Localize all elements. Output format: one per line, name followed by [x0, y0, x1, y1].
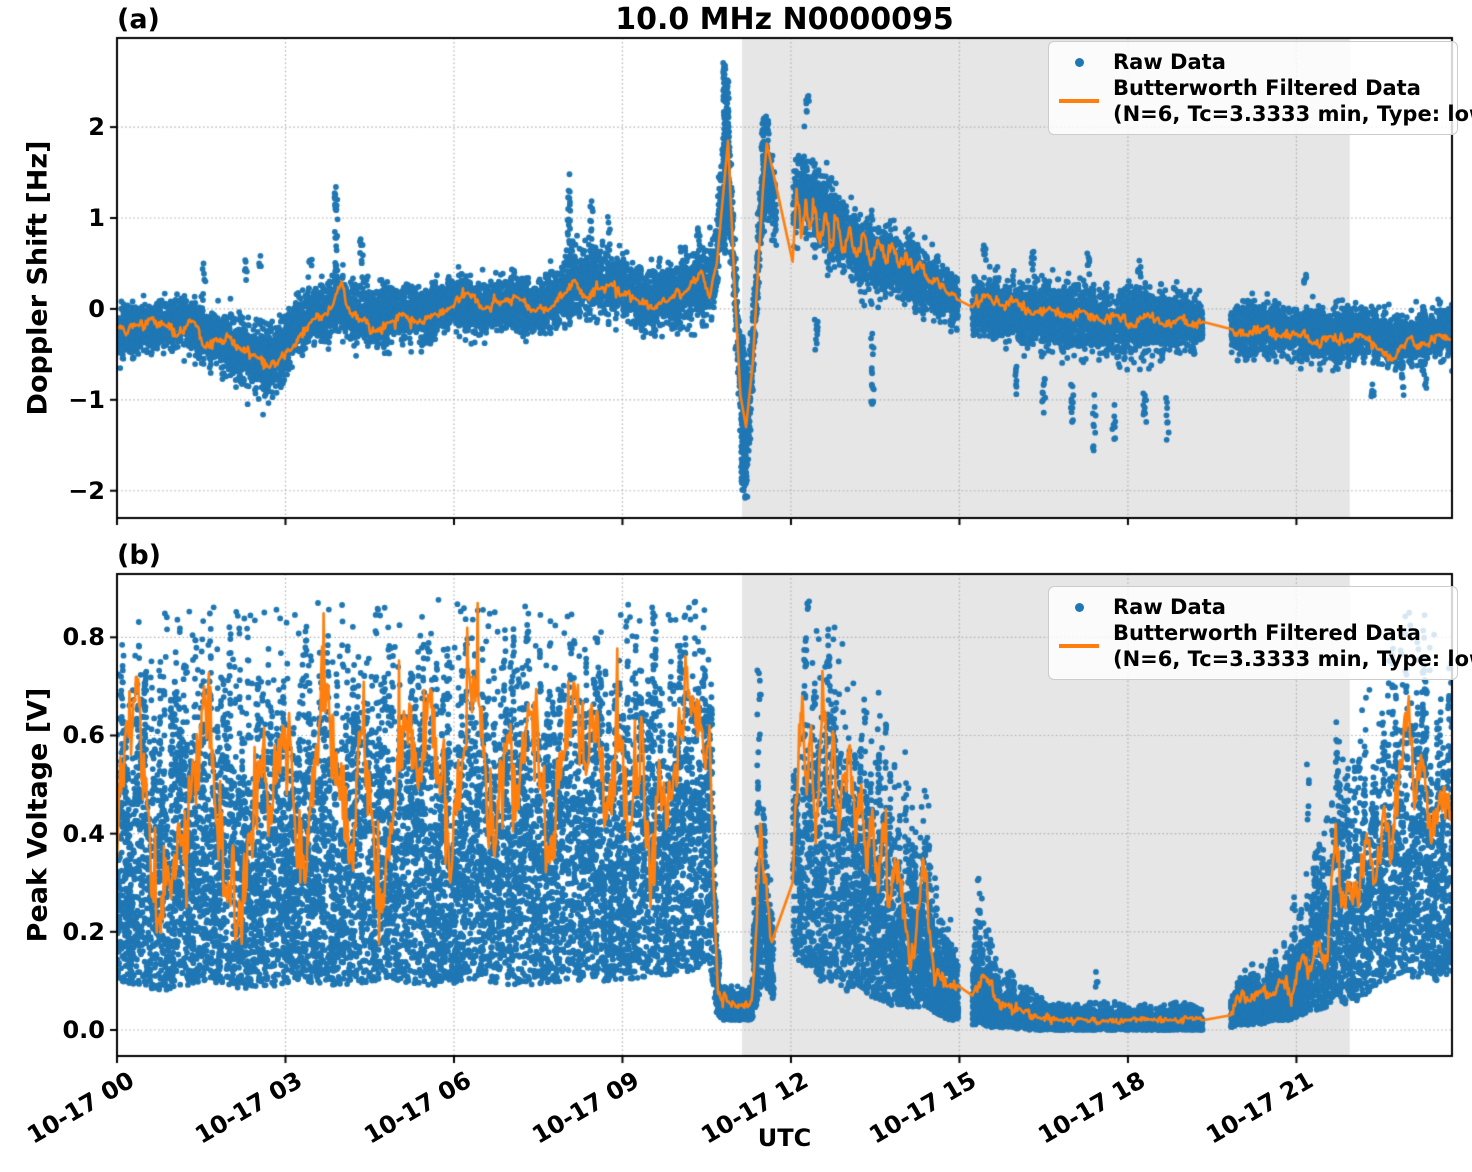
legend-label-filtered-data: Butterworth Filtered Data (N=6, Tc=3.3333…	[1113, 75, 1472, 127]
panel-a-y-tick-label: −2	[68, 476, 105, 505]
legend-label-filtered-title: Butterworth Filtered Data	[1113, 621, 1421, 645]
filtered-line-marker-icon	[1059, 644, 1099, 648]
legend-handle	[1057, 57, 1101, 67]
panel-b-y-tick-label: 0.4	[62, 819, 105, 848]
panel-b-y-tick-label: 0.0	[62, 1015, 105, 1044]
panel-b-tag: (b)	[117, 540, 162, 571]
legend-label-filtered-params: (N=6, Tc=3.3333 min, Type: low)	[1113, 102, 1472, 126]
panel-b-y-axis-label: Peak Voltage [V]	[22, 687, 54, 943]
legend-item-filtered-data: Butterworth Filtered Data (N=6, Tc=3.3333…	[1057, 75, 1472, 127]
legend-item-filtered-data: Butterworth Filtered Data (N=6, Tc=3.3333…	[1057, 620, 1472, 672]
legend-label-raw-data: Raw Data	[1113, 595, 1226, 619]
panel-b-y-tick-label: 0.8	[62, 623, 105, 652]
legend-label-filtered-params: (N=6, Tc=3.3333 min, Type: low)	[1113, 647, 1472, 671]
legend-handle	[1057, 644, 1101, 648]
panel-b-y-tick-label: 0.6	[62, 721, 105, 750]
legend-item-raw-data: Raw Data	[1057, 594, 1447, 620]
panel-b-y-tick-label: 0.2	[62, 917, 105, 946]
legend-handle	[1057, 99, 1101, 103]
panel-b-legend: Raw Data Butterworth Filtered Data (N=6, …	[1048, 586, 1472, 680]
legend-label-filtered-title: Butterworth Filtered Data	[1113, 76, 1421, 100]
raw-data-dot-marker-icon	[1074, 602, 1084, 612]
raw-data-dot-marker-icon	[1074, 57, 1084, 67]
x-axis-label: UTC	[757, 1124, 812, 1152]
panel-a-y-tick-label: 1	[88, 204, 105, 232]
panel-a-y-axis-label: Doppler Shift [Hz]	[22, 140, 54, 416]
filtered-line-marker-icon	[1059, 99, 1099, 103]
panel-a-legend: Raw Data Butterworth Filtered Data (N=6, …	[1048, 41, 1472, 135]
panel-a-tag: (a)	[117, 4, 160, 35]
legend-handle	[1057, 602, 1101, 612]
panel-a-y-tick-label: 2	[88, 113, 105, 142]
legend-label-filtered-data: Butterworth Filtered Data (N=6, Tc=3.3333…	[1113, 620, 1472, 672]
legend-item-raw-data: Raw Data	[1057, 49, 1447, 75]
panel-a-y-tick-label: 0	[88, 294, 105, 323]
panel-a-y-tick-label: −1	[68, 385, 105, 414]
legend-label-raw-data: Raw Data	[1113, 50, 1226, 74]
chart-title: 10.0 MHz N0000095	[615, 2, 954, 37]
